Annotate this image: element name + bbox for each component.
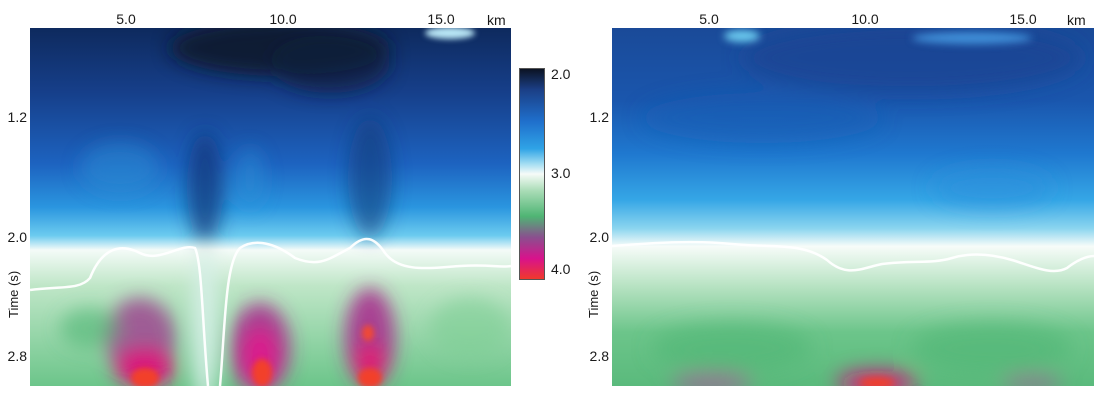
left-panel: 5.0 10.0 15.0 km 1.2 2.0 2.8 Time (s)	[6, 11, 511, 386]
left-y-tick-label: 2.0	[7, 229, 27, 245]
left-x-tick-label: 15.0	[427, 11, 455, 27]
right-x-tick-label: 10.0	[851, 11, 879, 27]
right-panel: 5.0 10.0 15.0 km 1.2 2.0 2.8 Time (s)	[580, 0, 1100, 400]
velocity-colorbar	[519, 68, 545, 280]
left-velocity-image	[30, 28, 511, 386]
right-velocity-image	[612, 28, 1094, 386]
left-y-axis-label: Time (s)	[6, 270, 21, 318]
right-y-axis-label: Time (s)	[586, 270, 601, 318]
right-y-tick-label: 2.0	[589, 229, 609, 245]
right-x-unit: km	[1067, 12, 1086, 28]
left-x-tick-label: 10.0	[269, 11, 297, 27]
right-y-tick-label: 2.8	[589, 348, 609, 364]
colorbar-label-top: 2.0	[551, 66, 571, 82]
left-x-unit: km	[487, 12, 506, 28]
colorbar-label-bottom: 4.0	[551, 261, 571, 277]
right-x-tick-label: 5.0	[699, 11, 719, 27]
left-y-tick-label: 2.8	[7, 348, 27, 364]
left-x-tick-label: 5.0	[116, 11, 136, 27]
right-x-tick-label: 15.0	[1009, 11, 1037, 27]
right-y-tick-label: 1.2	[589, 109, 609, 125]
left-y-tick-label: 1.2	[7, 109, 27, 125]
colorbar-label-mid: 3.0	[551, 165, 571, 181]
